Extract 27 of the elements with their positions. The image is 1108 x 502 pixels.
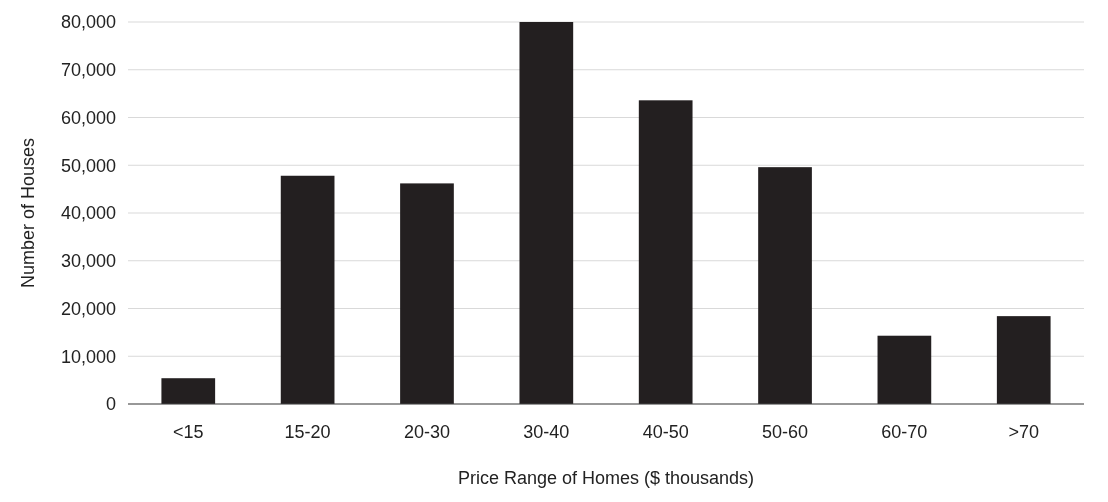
x-tick-label: <15 bbox=[173, 422, 204, 442]
bar bbox=[877, 335, 932, 404]
x-tick-label: >70 bbox=[1008, 422, 1039, 442]
y-tick-label: 80,000 bbox=[60, 12, 116, 33]
bar bbox=[280, 175, 335, 404]
y-tick-label: 30,000 bbox=[60, 251, 116, 272]
x-tick-label: 50-60 bbox=[762, 422, 809, 442]
y-tick-label: 70,000 bbox=[60, 60, 116, 81]
y-tick-label: 40,000 bbox=[60, 203, 116, 224]
bar bbox=[996, 316, 1051, 404]
y-tick-label: 20,000 bbox=[60, 298, 116, 319]
x-tick-label: 40-50 bbox=[642, 422, 689, 442]
y-tick-label: 10,000 bbox=[60, 346, 116, 367]
x-tick-label: 30-40 bbox=[523, 422, 570, 442]
x-tick-label: 20-30 bbox=[403, 422, 450, 442]
x-axis-title: Price Range of Homes ($ thousands) bbox=[457, 468, 755, 488]
x-tick-label: 60-70 bbox=[881, 422, 928, 442]
bar bbox=[638, 100, 693, 404]
y-tick-label: 50,000 bbox=[60, 155, 116, 176]
bar bbox=[161, 378, 216, 404]
bar bbox=[519, 22, 574, 404]
x-tick-label: 15-20 bbox=[284, 422, 331, 442]
bar bbox=[758, 167, 812, 404]
y-tick-label: 60,000 bbox=[60, 107, 116, 128]
y-axis-title: Number of Houses bbox=[18, 137, 38, 289]
y-tick-label: 0 bbox=[105, 394, 116, 415]
bar bbox=[400, 183, 454, 404]
